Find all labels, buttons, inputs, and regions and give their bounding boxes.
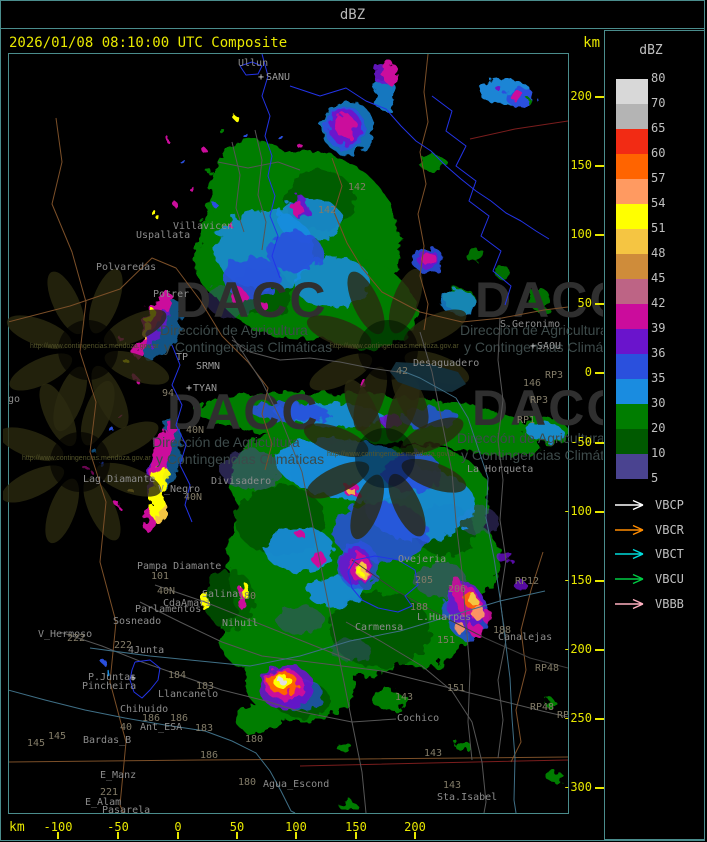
vector-label: VBBB <box>655 596 684 611</box>
scale-block <box>616 79 648 104</box>
scale-block <box>616 454 648 479</box>
y-axis-tick-label: 50 <box>577 296 592 310</box>
vector-row: VBCT <box>613 547 684 561</box>
vector-arrow-icon <box>615 598 644 609</box>
scale-label: 70 <box>651 96 666 110</box>
x-axis-tick-label: 150 <box>345 820 367 834</box>
arrow-glyph <box>615 598 644 609</box>
x-axis-tick-label: -100 <box>43 820 73 834</box>
y-axis-tick-mark <box>595 580 604 582</box>
vector-label: VBCR <box>655 522 684 537</box>
y-axis-tick-label: -50 <box>570 435 592 449</box>
scale-block <box>616 104 648 129</box>
legend-panel: dBZ 80 70 65 60 57 54 51 48 45 42 39 36 35 30 20 10 5 VB… <box>604 30 705 840</box>
scale-block <box>616 229 648 254</box>
x-axis-tick-label: -50 <box>107 820 129 834</box>
vector-arrow-icon <box>615 524 644 535</box>
scale-block <box>616 279 648 304</box>
x-axis-tick-label: 50 <box>229 820 245 834</box>
scale-block <box>616 154 648 179</box>
y-axis-tick-mark <box>595 718 604 720</box>
vector-row: VBCP <box>613 498 684 512</box>
scale-block <box>616 179 648 204</box>
y-axis-tick-label: -300 <box>563 780 592 794</box>
y-axis-tick-label: 0 <box>584 365 592 379</box>
scale-label: 54 <box>651 196 666 210</box>
y-axis-tick-label: 100 <box>570 227 592 241</box>
vector-label: VBCP <box>655 498 684 512</box>
y-axis-tick-label: -150 <box>563 573 592 587</box>
y-axis-tick-label: -200 <box>563 642 592 656</box>
scale-block <box>616 329 648 354</box>
scale-label: 48 <box>651 246 666 260</box>
vector-arrow-icon <box>615 573 644 585</box>
vector-arrow-icon <box>615 549 644 560</box>
scale-block <box>616 404 648 429</box>
y-axis-tick-label: -250 <box>563 711 592 725</box>
scale-block <box>616 254 648 279</box>
scale-label: 10 <box>651 446 666 460</box>
scale-block <box>616 379 648 404</box>
vector-label: VBCT <box>655 547 684 562</box>
arrow-glyph <box>615 549 644 560</box>
scale-block <box>616 129 648 154</box>
x-axis-tick-mark <box>57 832 59 839</box>
y-axis-tick-mark <box>595 96 604 98</box>
y-axis-tick-label: -100 <box>563 504 592 518</box>
vector-row: VBCU <box>613 572 684 586</box>
scale-block <box>616 204 648 229</box>
x-axis-tick-mark <box>177 832 179 839</box>
y-axis-tick-mark <box>595 649 604 651</box>
scale-block <box>616 354 648 379</box>
x-axis-tick-mark <box>236 832 238 839</box>
arrow-glyph <box>615 499 644 511</box>
y-axis-tick-mark <box>595 511 604 513</box>
x-axis-tick-mark <box>117 832 119 839</box>
y-axis-tick-label: 150 <box>570 158 592 172</box>
y-axis-tick-label: 200 <box>570 89 592 103</box>
vector-label: VBCU <box>655 572 684 587</box>
scale-label: 65 <box>651 121 666 135</box>
x-axis-tick-label: 0 <box>174 820 182 834</box>
legend-title: dBZ <box>639 43 663 58</box>
arrow-glyph <box>615 573 644 585</box>
x-axis-tick-mark <box>414 832 416 839</box>
x-axis-tick-mark <box>355 832 357 839</box>
y-axis-tick-mark <box>595 442 604 444</box>
y-axis-tick-mark <box>595 787 604 789</box>
y-axis-tick-mark <box>595 165 604 167</box>
scale-label: 45 <box>651 271 666 285</box>
y-axis-unit-label: km <box>583 35 600 51</box>
scale-label: 20 <box>651 421 666 435</box>
vector-row: VBCR <box>613 523 684 537</box>
scale-label: 57 <box>651 171 666 185</box>
scale-label: 80 <box>651 71 666 85</box>
scale-label: 42 <box>651 296 666 310</box>
y-axis-tick-mark <box>595 303 604 305</box>
x-axis-tick-label: 200 <box>404 820 426 834</box>
scale-label: 35 <box>651 371 666 385</box>
x-axis-unit-label: km <box>9 820 25 835</box>
scale-label: 5 <box>651 471 659 485</box>
arrow-glyph <box>615 524 644 535</box>
y-axis-tick-mark <box>595 372 604 374</box>
window-title: dBZ <box>339 6 366 23</box>
vector-row: VBBB <box>613 597 684 611</box>
timestamp-text: 2026/01/08 08:10:00 UTC Composite <box>9 35 288 51</box>
map-frame <box>8 53 569 814</box>
vector-arrow-icon <box>615 499 644 511</box>
scale-label: 39 <box>651 321 666 335</box>
scale-block <box>616 304 648 329</box>
scale-label: 51 <box>651 221 666 235</box>
y-axis-tick-mark <box>595 234 604 236</box>
scale-label: 30 <box>651 396 666 410</box>
scale-label: 36 <box>651 346 666 360</box>
scale-label: 60 <box>651 146 666 160</box>
title-bar: dBZ <box>0 0 705 29</box>
x-axis-tick-label: 100 <box>285 820 307 834</box>
scale-block <box>616 429 648 454</box>
x-axis-tick-mark <box>295 832 297 839</box>
